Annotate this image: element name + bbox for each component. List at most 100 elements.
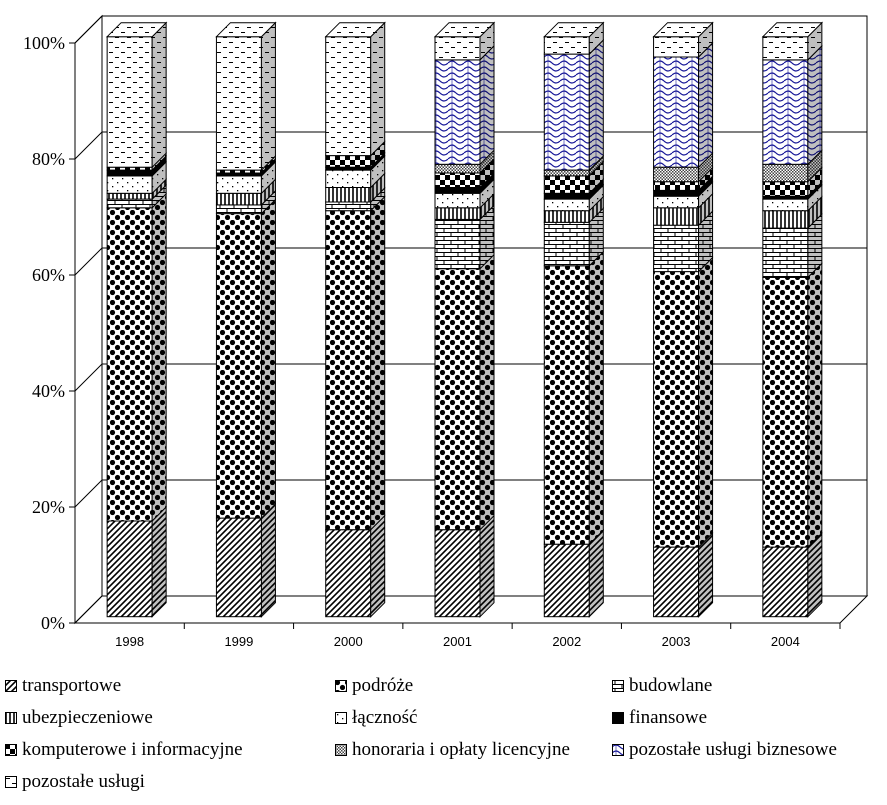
legend-label: finansowe xyxy=(629,707,708,728)
bar-segment xyxy=(106,505,167,618)
bar-segment xyxy=(653,531,714,618)
legend: transportowe podróże budowlane ubezpieczeni… xyxy=(0,670,887,798)
legend-swatch xyxy=(5,744,17,756)
bar-top xyxy=(324,22,386,38)
y-tick-label: 60% xyxy=(32,265,65,285)
bar-segment xyxy=(106,154,167,178)
y-tick-label: 100% xyxy=(23,33,65,53)
legend-label: budowlane xyxy=(629,675,713,696)
legend-entry: pozostałe usługi biznesowe xyxy=(612,738,837,762)
bar-segment xyxy=(106,192,167,523)
bar-segment xyxy=(434,149,495,175)
y-tick-label: 80% xyxy=(32,149,65,169)
bar-segment xyxy=(325,195,386,531)
bar-segment xyxy=(653,180,714,210)
bar-segment xyxy=(762,44,823,166)
bar-segment xyxy=(543,250,604,546)
gridline xyxy=(74,479,867,508)
x-tick-label: 2000 xyxy=(334,634,363,649)
bar-segment xyxy=(653,192,714,227)
legend-label: pozostałe usługi xyxy=(22,771,145,792)
bar-segment xyxy=(762,21,823,62)
bar-segment xyxy=(653,151,714,183)
bar-segment xyxy=(434,178,495,210)
bar-segment xyxy=(434,157,495,189)
bar-segment xyxy=(106,21,167,169)
legend-swatch xyxy=(335,712,347,724)
bar-segment xyxy=(325,151,386,172)
bar-segment xyxy=(653,256,714,549)
bar-segment xyxy=(762,262,823,549)
bar-segment xyxy=(215,178,276,207)
bar-segment xyxy=(325,154,386,189)
legend-label: ubezpieczeniowe xyxy=(22,707,153,728)
bar-segment xyxy=(434,192,495,221)
bar-segment xyxy=(215,160,276,195)
legend-label: pozostałe usługi biznesowe xyxy=(629,739,837,760)
bar-segment xyxy=(215,198,276,520)
bar-segment xyxy=(543,207,604,268)
bar-top xyxy=(652,22,714,38)
legend-entry: budowlane xyxy=(612,674,712,698)
bar-segment xyxy=(106,178,167,201)
legend-swatch xyxy=(5,712,17,724)
stacked-bar-chart: 0% 20% 40% 60% 80% 100% 1998 1999 2000 2001 2002 20… xyxy=(23,14,869,649)
bar-segment xyxy=(325,21,386,157)
bar-top xyxy=(105,22,168,38)
legend-entry: podróże xyxy=(335,674,413,698)
gridline xyxy=(74,595,867,624)
bar-segment xyxy=(434,44,495,166)
x-tick-label: 1999 xyxy=(224,634,253,649)
legend-swatch xyxy=(335,680,347,692)
bar-segment xyxy=(762,531,823,618)
bar-segment xyxy=(325,140,386,169)
bar-segment xyxy=(325,172,386,204)
bar-segment xyxy=(762,149,823,183)
legend-label: komputerowe i informacyjne xyxy=(22,739,243,760)
bar-segment xyxy=(106,160,167,195)
bar-segment xyxy=(325,514,386,618)
legend-swatch xyxy=(335,744,347,756)
legend-swatch xyxy=(5,680,17,692)
bar-segment xyxy=(434,172,495,195)
bar-top xyxy=(543,22,605,38)
legend-swatch xyxy=(5,776,17,788)
bar-segment xyxy=(543,38,604,172)
legend-entry: honoraria i opłaty licencyjne xyxy=(335,738,570,762)
bar-top xyxy=(433,22,496,38)
bar-segment xyxy=(215,157,276,178)
bar-segment xyxy=(653,41,714,169)
legend-entry: komputerowe i informacyjne xyxy=(5,738,243,762)
bar-segment xyxy=(543,528,604,618)
axis-labels: 0% 20% 40% 60% 80% 100% 1998 1999 2000 2001 2002 20… xyxy=(23,33,800,649)
bar-segment xyxy=(434,21,495,62)
legend-label: honoraria i opłaty licencyjne xyxy=(352,739,570,760)
legend-label: podróże xyxy=(352,675,414,696)
bar-segment xyxy=(762,166,823,198)
y-tick-label: 0% xyxy=(41,613,65,633)
legend-swatch xyxy=(612,744,624,756)
gridline xyxy=(74,15,867,44)
bars xyxy=(105,21,824,618)
x-tick-label: 2002 xyxy=(552,634,581,649)
x-tick-label: 2003 xyxy=(662,634,691,649)
y-tick-label: 40% xyxy=(32,381,65,401)
legend-entry: finansowe xyxy=(612,706,707,730)
gridline xyxy=(74,363,867,392)
legend-label: transportowe xyxy=(22,675,122,696)
bar-top xyxy=(215,22,277,38)
x-tick-label: 2004 xyxy=(771,634,800,649)
legend-label: łączność xyxy=(352,707,418,728)
bar-top xyxy=(761,22,824,38)
y-tick-label: 20% xyxy=(32,497,65,517)
gridline xyxy=(74,247,867,276)
bar-segment xyxy=(543,21,604,56)
bar-segment xyxy=(653,175,714,198)
bar-segment xyxy=(653,209,714,273)
legend-swatch xyxy=(612,712,624,724)
bar-segment xyxy=(434,253,495,531)
legend-entry: pozostałe usługi xyxy=(5,770,145,794)
bar-segment xyxy=(762,195,823,230)
gridline xyxy=(74,131,867,160)
side-wall xyxy=(74,14,103,625)
